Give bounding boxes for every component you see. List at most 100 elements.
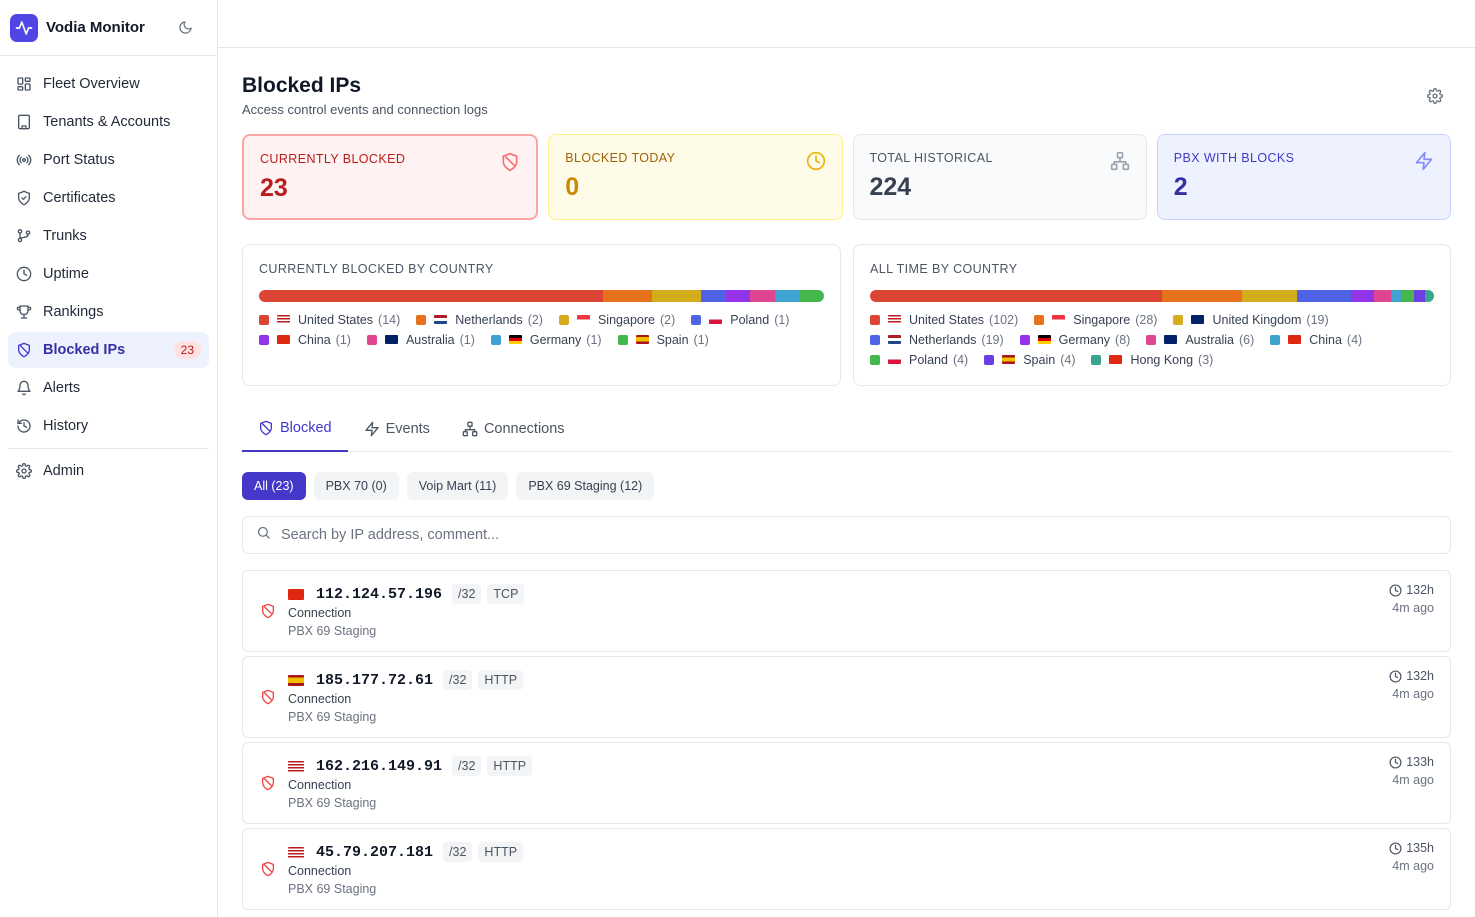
ip-line: 185.177.72.61/32 HTTP xyxy=(288,670,529,690)
block-type: Connection xyxy=(288,864,352,878)
country-legend: United States (14) Netherlands (2) Singapore… xyxy=(259,312,824,347)
tab-label: Events xyxy=(385,421,430,437)
legend-item: China (4) xyxy=(1270,332,1362,347)
filter-pbx-69-staging[interactable]: PBX 69 Staging (12) xyxy=(516,472,655,500)
search-input[interactable] xyxy=(281,527,1381,543)
legend-swatch xyxy=(1019,334,1030,345)
protocol-badge: HTTP xyxy=(487,756,533,776)
sidebar-item-trunks[interactable]: Trunks xyxy=(8,218,209,254)
legend-swatch xyxy=(691,314,702,325)
legend-item: Singapore (2) xyxy=(558,312,676,327)
sidebar-item-certificates[interactable]: Certificates xyxy=(8,180,209,216)
flag-cn-icon xyxy=(277,335,290,344)
settings-gear-icon[interactable] xyxy=(1425,86,1445,106)
network-icon xyxy=(1110,151,1130,171)
duration-text: 133h xyxy=(1406,755,1434,769)
legend-item: United States (14) xyxy=(259,312,400,327)
sidebar-item-alerts[interactable]: Alerts xyxy=(8,370,209,406)
country-count: (19) xyxy=(1306,312,1329,327)
bar-segment xyxy=(652,290,702,302)
legend-swatch xyxy=(366,334,377,345)
legend-item: Netherlands (2) xyxy=(416,312,543,327)
legend-swatch xyxy=(870,314,880,325)
bar-segment xyxy=(1413,290,1426,302)
legend-swatch xyxy=(259,334,269,345)
legend-item: Spain (4) xyxy=(984,352,1075,367)
tab-connections[interactable]: Connections xyxy=(446,406,581,452)
country-count: (1) xyxy=(459,332,475,347)
filter-all[interactable]: All (23) xyxy=(242,472,306,500)
flag-nl-icon xyxy=(434,315,448,324)
country-count: (8) xyxy=(1115,332,1131,347)
filter-voip-mart[interactable]: Voip Mart (11) xyxy=(406,472,509,500)
blocked-ip-row[interactable]: 112.124.57.196/32 TCP Connection PBX 69 Sta… xyxy=(242,570,1451,652)
country-name: China xyxy=(1309,332,1342,347)
sidebar-item-blocked-ips[interactable]: Blocked IPs 23 xyxy=(8,332,209,368)
country-legend: United States (102) Singapore (28) United Ki… xyxy=(870,312,1434,367)
clock-icon xyxy=(1389,669,1402,683)
country-name: Australia xyxy=(405,332,455,347)
bar-segment xyxy=(1296,290,1351,302)
time-ago: 4m ago xyxy=(1392,859,1434,873)
search-icon xyxy=(256,525,271,545)
sidebar-nav: Fleet Overview Tenants & Accounts Port S… xyxy=(0,56,217,489)
shield-off-icon xyxy=(260,603,276,619)
ip-line: 45.79.207.181/32 HTTP xyxy=(288,842,529,862)
blocked-ip-row[interactable]: 45.79.207.181/32 HTTP Connection PBX 69 Sta… xyxy=(242,828,1451,910)
grid-icon xyxy=(15,75,33,93)
legend-swatch xyxy=(984,354,995,365)
flag-au-icon xyxy=(1164,335,1178,344)
duration-text: 132h xyxy=(1406,669,1434,683)
country-distribution-bar xyxy=(870,290,1434,302)
stat-blocked-today: BLOCKED TODAY 0 xyxy=(548,134,843,220)
stat-value: 224 xyxy=(869,173,912,201)
sidebar-item-label: History xyxy=(43,418,89,434)
country-count: (28) xyxy=(1135,312,1158,327)
shield-off-icon xyxy=(260,775,276,791)
branch-icon xyxy=(15,227,33,245)
search-box xyxy=(242,516,1451,554)
clock-icon xyxy=(1389,755,1402,769)
stat-label: PBX WITH BLOCKS xyxy=(1173,151,1295,165)
bar-segment xyxy=(750,290,775,302)
moon-icon[interactable] xyxy=(175,18,195,38)
ip-line: 112.124.57.196/32 TCP xyxy=(288,584,530,604)
legend-swatch xyxy=(1173,314,1184,325)
flag-us-icon xyxy=(288,760,304,772)
country-name: China xyxy=(298,332,331,347)
country-name: Netherlands xyxy=(909,332,977,347)
legend-item: Germany (1) xyxy=(490,332,602,347)
bar-segment xyxy=(602,290,653,302)
radio-icon xyxy=(15,151,33,169)
blocked-ip-row[interactable]: 185.177.72.61/32 HTTP Connection PBX 69 Sta… xyxy=(242,656,1451,738)
shield-check-icon xyxy=(15,189,33,207)
legend-swatch xyxy=(416,314,427,325)
bar-segment xyxy=(1242,290,1297,302)
blocked-count-badge: 23 xyxy=(173,341,201,359)
country-name: United States xyxy=(298,312,374,327)
stat-value: 2 xyxy=(1173,173,1188,201)
sidebar-item-label: Blocked IPs xyxy=(43,342,126,358)
duration-text: 132h xyxy=(1406,583,1434,597)
sidebar-item-rankings[interactable]: Rankings xyxy=(8,294,209,330)
sidebar-divider xyxy=(8,448,209,449)
sidebar-item-port-status[interactable]: Port Status xyxy=(8,142,209,178)
sidebar-item-history[interactable]: History xyxy=(8,408,209,444)
country-count: (2) xyxy=(659,312,676,327)
tab-blocked[interactable]: Blocked xyxy=(242,406,348,452)
bar-segment xyxy=(701,290,726,302)
sidebar-item-tenants-accounts[interactable]: Tenants & Accounts xyxy=(8,104,209,140)
tab-events[interactable]: Events xyxy=(348,406,446,452)
stat-value: 0 xyxy=(565,173,580,201)
current-by-country-card: CURRENTLY BLOCKED BY COUNTRY United Stat… xyxy=(242,244,841,386)
cidr-mask: /32 xyxy=(443,670,473,690)
sidebar-item-admin[interactable]: Admin xyxy=(8,453,209,489)
sidebar-item-uptime[interactable]: Uptime xyxy=(8,256,209,292)
gear-icon xyxy=(15,462,33,480)
building-icon xyxy=(15,113,33,131)
filter-pbx-70[interactable]: PBX 70 (0) xyxy=(313,472,399,500)
country-distribution-bar xyxy=(259,290,824,302)
sidebar-item-label: Certificates xyxy=(43,190,116,206)
sidebar-item-fleet-overview[interactable]: Fleet Overview xyxy=(8,66,209,102)
blocked-ip-row[interactable]: 162.216.149.91/32 HTTP Connection PBX 69 St… xyxy=(242,742,1451,824)
